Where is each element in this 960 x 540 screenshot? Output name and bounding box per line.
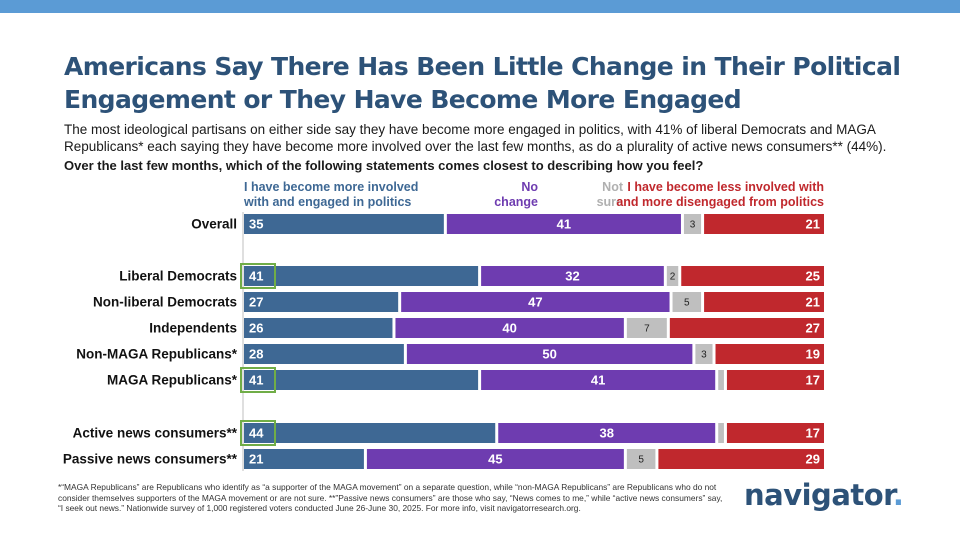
category-label-active-news-consumers: Active news consumers** xyxy=(73,426,238,441)
legend-less-involved: I have become less involved with and mor… xyxy=(560,180,824,210)
bar-less-involved-non-liberal-democrats xyxy=(704,292,824,312)
page-subtitle: The most ideological partisans on either… xyxy=(64,122,887,154)
value-label-more-involved-active-news-consumers: 44 xyxy=(249,426,264,441)
value-label-not-sure-non-liberal-democrats: 5 xyxy=(684,298,690,309)
value-label-no-change-passive-news-consumers: 45 xyxy=(488,452,502,467)
bar-less-involved-maga-republicans xyxy=(726,370,824,390)
legend-less-line2: and more disengaged from politics xyxy=(616,195,824,209)
value-label-no-change-active-news-consumers: 38 xyxy=(599,426,613,441)
category-label-overall: Overall xyxy=(191,217,237,232)
navigator-logo: navigator. xyxy=(744,478,904,512)
legend-no-change: No change xyxy=(440,180,538,210)
value-label-less-involved-active-news-consumers: 17 xyxy=(806,426,820,441)
bar-no-change-maga-republicans xyxy=(481,370,716,390)
value-label-not-sure-passive-news-consumers: 5 xyxy=(638,455,644,466)
value-label-not-sure-liberal-democrats: 2 xyxy=(670,272,676,283)
bar-no-change-non-liberal-democrats xyxy=(401,292,670,312)
bar-no-change-overall xyxy=(446,214,681,234)
value-label-less-involved-passive-news-consumers: 29 xyxy=(806,452,820,467)
value-label-no-change-overall: 41 xyxy=(557,217,571,232)
legend-more-line1: I have become more involved xyxy=(244,180,419,194)
value-label-more-involved-non-liberal-democrats: 27 xyxy=(249,295,263,310)
bar-not-sure-passive-news-consumers xyxy=(626,449,656,469)
logo-text: navigator xyxy=(744,478,893,512)
bar-less-involved-overall xyxy=(704,214,824,234)
highlight-box-liberal-democrats xyxy=(240,263,276,289)
value-label-no-change-maga-republicans: 41 xyxy=(591,373,605,388)
value-label-not-sure-overall: 3 xyxy=(690,220,696,231)
value-label-no-change-non-liberal-democrats: 47 xyxy=(528,295,542,310)
bar-no-change-non-maga-republicans xyxy=(406,344,693,364)
value-label-more-involved-independents: 26 xyxy=(249,321,263,336)
category-label-independents: Independents xyxy=(149,321,237,336)
survey-question: Over the last few months, which of the f… xyxy=(64,158,704,173)
value-label-more-involved-overall: 35 xyxy=(249,217,263,232)
bar-less-involved-passive-news-consumers xyxy=(658,449,824,469)
bar-more-involved-liberal-democrats xyxy=(244,266,479,286)
bar-more-involved-overall xyxy=(244,214,444,234)
bar-less-involved-active-news-consumers xyxy=(726,423,824,443)
legend-not-sure-line1: Not xyxy=(602,180,623,194)
category-label-non-maga-republicans: Non-MAGA Republicans* xyxy=(76,347,238,362)
bar-more-involved-independents xyxy=(244,318,393,338)
bar-not-sure-overall xyxy=(683,214,702,234)
legend-not-sure-line2: sure xyxy=(596,195,623,209)
value-label-less-involved-maga-republicans: 17 xyxy=(806,373,820,388)
logo-dot: . xyxy=(892,478,904,512)
legend-less-line1: I have become less involved with xyxy=(627,180,824,194)
bar-not-sure-independents xyxy=(626,318,667,338)
bar-no-change-passive-news-consumers xyxy=(366,449,624,469)
value-label-less-involved-non-maga-republicans: 19 xyxy=(806,347,820,362)
bar-more-involved-non-maga-republicans xyxy=(244,344,404,364)
value-label-more-involved-passive-news-consumers: 21 xyxy=(249,452,263,467)
bar-not-sure-liberal-democrats xyxy=(666,266,679,286)
category-label-liberal-democrats: Liberal Democrats xyxy=(119,269,237,284)
legend-more-line2: with and engaged in politics xyxy=(244,195,412,209)
value-label-more-involved-non-maga-republicans: 28 xyxy=(249,347,263,362)
bar-not-sure-maga-republicans xyxy=(718,370,724,390)
value-label-more-involved-liberal-democrats: 41 xyxy=(249,269,263,284)
bar-more-involved-non-liberal-democrats xyxy=(244,292,399,312)
value-label-not-sure-non-maga-republicans: 3 xyxy=(701,350,707,361)
category-label-passive-news-consumers: Passive news consumers** xyxy=(63,452,238,467)
value-label-no-change-liberal-democrats: 32 xyxy=(565,269,579,284)
bar-more-involved-maga-republicans xyxy=(244,370,479,390)
legend-more-involved: I have become more involved with and eng… xyxy=(244,180,418,210)
value-label-less-involved-overall: 21 xyxy=(806,217,820,232)
bar-no-change-independents xyxy=(395,318,624,338)
legend-not-sure: Not sure xyxy=(575,180,623,210)
bar-no-change-liberal-democrats xyxy=(481,266,664,286)
value-label-less-involved-liberal-democrats: 25 xyxy=(806,269,820,284)
page-title: Americans Say There Has Been Little Chan… xyxy=(64,52,901,114)
bar-no-change-active-news-consumers xyxy=(498,423,716,443)
bar-more-involved-passive-news-consumers xyxy=(244,449,364,469)
bar-not-sure-non-liberal-democrats xyxy=(672,292,702,312)
value-label-more-involved-maga-republicans: 41 xyxy=(249,373,263,388)
bar-more-involved-active-news-consumers xyxy=(244,423,496,443)
bar-not-sure-active-news-consumers xyxy=(718,423,724,443)
category-label-maga-republicans: MAGA Republicans* xyxy=(107,373,238,388)
value-label-not-sure-independents: 7 xyxy=(644,324,650,335)
footnote: *“MAGA Republicans” are Republicans who … xyxy=(58,482,723,514)
top-accent-bar xyxy=(0,0,960,13)
legend-no-change-line1: No xyxy=(521,180,538,194)
value-label-less-involved-non-liberal-democrats: 21 xyxy=(806,295,820,310)
highlight-box-active-news-consumers xyxy=(240,420,276,446)
category-label-non-liberal-democrats: Non-liberal Democrats xyxy=(93,295,237,310)
bar-less-involved-liberal-democrats xyxy=(681,266,824,286)
value-label-no-change-independents: 40 xyxy=(502,321,516,336)
value-label-no-change-non-maga-republicans: 50 xyxy=(542,347,556,362)
legend-no-change-line2: change xyxy=(494,195,538,209)
bar-less-involved-independents xyxy=(669,318,824,338)
bar-less-involved-non-maga-republicans xyxy=(715,344,824,364)
highlight-box-maga-republicans xyxy=(240,367,276,393)
value-label-less-involved-independents: 27 xyxy=(806,321,820,336)
bar-not-sure-non-maga-republicans xyxy=(695,344,713,364)
